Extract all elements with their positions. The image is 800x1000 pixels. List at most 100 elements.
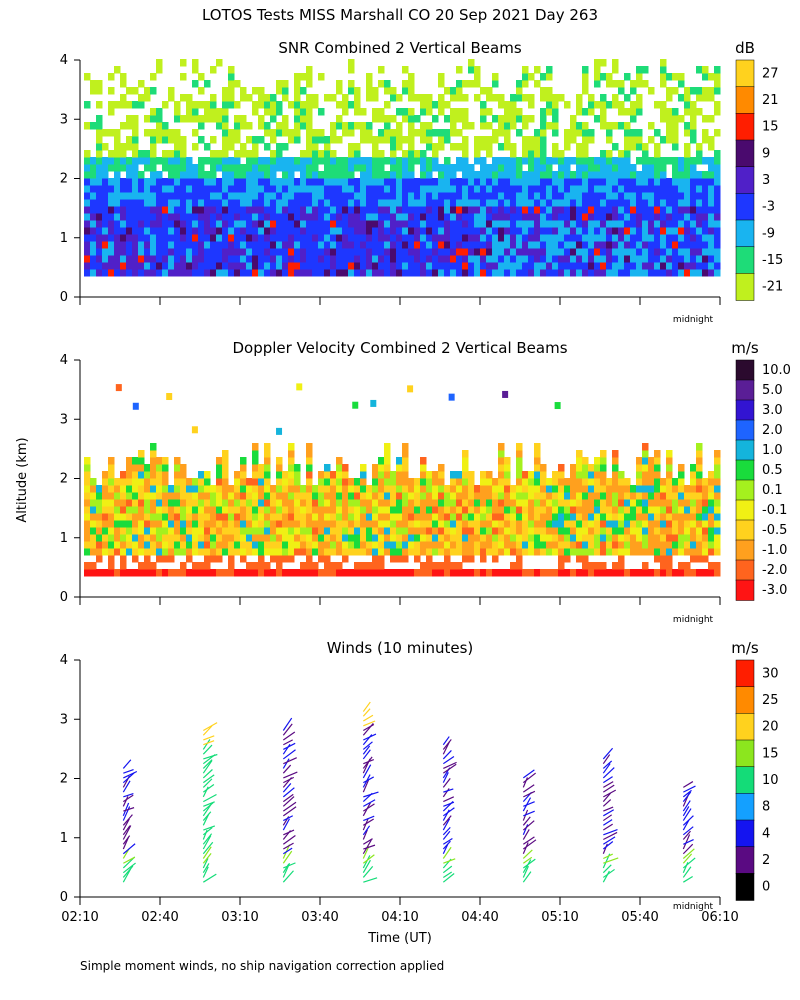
snr-cell <box>216 241 223 249</box>
wind-barb <box>683 839 694 845</box>
x-tick-label: 03:10 <box>221 910 258 925</box>
snr-cell <box>510 213 517 221</box>
snr-cell <box>384 206 391 214</box>
velocity-cell <box>84 471 91 479</box>
velocity-cell <box>528 534 535 542</box>
velocity-cell <box>630 520 637 528</box>
snr-cell <box>378 262 385 270</box>
velocity-cell <box>528 478 535 486</box>
snr-cell <box>696 213 703 221</box>
snr-cell <box>660 185 667 193</box>
velocity-cell <box>192 520 199 528</box>
snr-cell <box>486 248 493 256</box>
snr-cell <box>702 87 709 95</box>
snr-cell <box>504 227 511 235</box>
velocity-cell <box>480 492 487 500</box>
snr-cell <box>210 101 217 109</box>
snr-cell <box>294 80 301 88</box>
wind-barb <box>442 749 452 760</box>
snr-cell <box>126 192 133 200</box>
wind-barb <box>202 783 215 793</box>
snr-cell <box>108 73 115 81</box>
snr-cell <box>594 255 601 263</box>
snr-cell <box>330 206 337 214</box>
snr-cell <box>516 227 523 235</box>
velocity-cell <box>222 485 229 493</box>
snr-cell <box>312 143 319 151</box>
velocity-cell <box>240 457 247 465</box>
colorbar-swatch <box>735 419 755 441</box>
velocity-cell <box>162 506 169 514</box>
snr-cell <box>480 101 487 109</box>
snr-cell <box>180 136 187 144</box>
snr-cell <box>438 248 445 256</box>
x-tick-label: 04:40 <box>461 910 498 925</box>
snr-cell <box>150 73 157 81</box>
snr-cell <box>354 108 361 116</box>
snr-cell <box>474 171 481 179</box>
velocity-cell <box>420 492 427 500</box>
snr-cell <box>306 269 313 277</box>
snr-cell <box>162 248 169 256</box>
velocity-cell <box>186 569 193 577</box>
velocity-cell <box>156 569 163 577</box>
velocity-cell <box>432 506 439 514</box>
snr-cell <box>456 80 463 88</box>
snr-cell <box>198 255 205 263</box>
snr-cell <box>156 59 163 67</box>
velocity-cell <box>216 569 223 577</box>
snr-cell <box>258 206 265 214</box>
velocity-cell <box>702 569 709 577</box>
velocity-cell <box>576 471 583 479</box>
snr-cell <box>162 234 169 242</box>
velocity-cell <box>288 534 295 542</box>
snr-cell <box>498 262 505 270</box>
snr-cell <box>174 136 181 144</box>
snr-cell <box>336 241 343 249</box>
velocity-cell <box>480 506 487 514</box>
snr-cell <box>234 157 241 165</box>
velocity-cell <box>306 541 313 549</box>
velocity-cell <box>126 569 133 577</box>
snr-cell <box>96 129 103 137</box>
snr-cell <box>198 115 205 123</box>
snr-cell <box>138 262 145 270</box>
snr-cell <box>528 255 535 263</box>
snr-cell <box>396 227 403 235</box>
velocity-cell <box>654 492 661 500</box>
snr-cell <box>246 227 253 235</box>
velocity-cell <box>174 478 181 486</box>
snr-cell <box>522 255 529 263</box>
snr-cell <box>576 269 583 277</box>
snr-cell <box>456 178 463 186</box>
snr-cell <box>690 241 697 249</box>
velocity-cell <box>552 548 559 556</box>
velocity-cell <box>690 471 697 479</box>
snr-cell <box>222 269 229 277</box>
snr-cell <box>474 73 481 81</box>
snr-cell <box>282 178 289 186</box>
snr-cell <box>276 248 283 256</box>
velocity-cell <box>516 492 523 500</box>
snr-cell <box>648 122 655 130</box>
snr-cell <box>546 206 553 214</box>
snr-cell <box>588 192 595 200</box>
snr-cell <box>708 157 715 165</box>
velocity-cell <box>486 492 493 500</box>
velocity-cell <box>174 548 181 556</box>
snr-cell <box>456 143 463 151</box>
velocity-cell <box>594 527 601 535</box>
velocity-cell <box>540 499 547 507</box>
snr-cell <box>366 227 373 235</box>
snr-cell <box>126 213 133 221</box>
snr-cell <box>588 108 595 116</box>
snr-cell <box>690 87 697 95</box>
wind-barb <box>362 865 374 878</box>
velocity-cell <box>534 569 541 577</box>
velocity-cell <box>462 506 469 514</box>
velocity-cell <box>426 492 433 500</box>
velocity-cell <box>306 527 313 535</box>
snr-cell <box>150 248 157 256</box>
velocity-cell <box>462 520 469 528</box>
velocity-cell <box>672 527 679 535</box>
